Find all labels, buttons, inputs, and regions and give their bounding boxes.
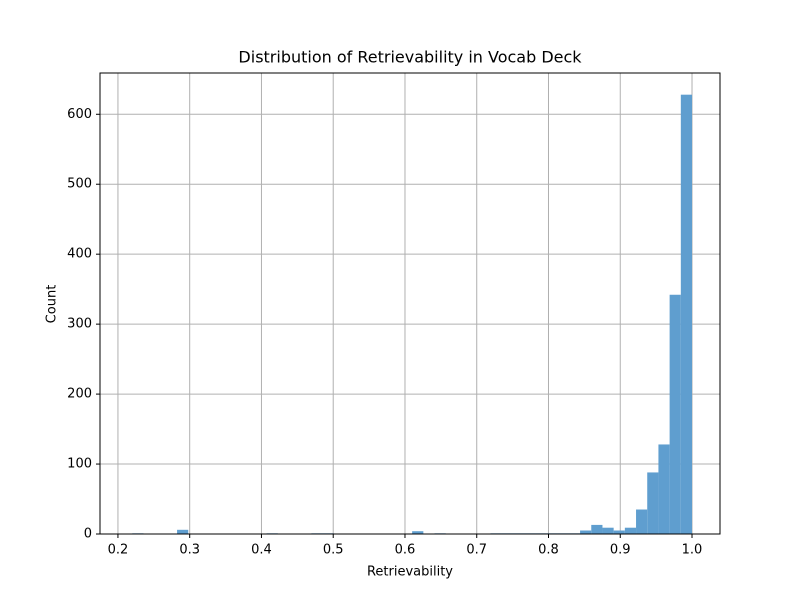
grid	[100, 73, 720, 535]
bar	[647, 472, 659, 534]
bar	[177, 529, 189, 534]
x-tick-label: 1.0	[682, 543, 703, 558]
bar	[412, 531, 424, 534]
bar	[669, 294, 681, 534]
y-tick-label: 100	[67, 457, 92, 472]
y-axis-label: Count	[45, 285, 60, 324]
bar	[680, 94, 693, 535]
x-tick-label: 0.3	[179, 543, 200, 558]
y-tick-label: 200	[67, 387, 92, 402]
bar	[624, 527, 637, 534]
bar	[602, 527, 614, 534]
x-tick-label: 0.6	[395, 543, 416, 558]
bar	[580, 530, 592, 534]
x-tick-label: 0.7	[466, 543, 487, 558]
x-tick-label: 0.2	[108, 543, 129, 558]
y-tick-label: 400	[67, 247, 92, 262]
y-tick-label: 600	[67, 107, 92, 122]
x-tick-label: 0.4	[251, 543, 272, 558]
bar	[658, 444, 670, 534]
y-tick-label: 0	[84, 527, 92, 542]
bar	[591, 524, 603, 534]
y-tick-label: 300	[67, 317, 92, 332]
bar	[613, 530, 625, 534]
bars	[132, 94, 693, 535]
chart-title: Distribution of Retrievability in Vocab …	[238, 48, 582, 67]
plot-frame	[99, 72, 721, 535]
x-axis-label: Retrievability	[367, 565, 453, 580]
x-tick-label: 0.5	[323, 543, 344, 558]
x-tick-label: 0.8	[538, 543, 559, 558]
x-tick-label: 0.9	[610, 543, 631, 558]
bar	[636, 509, 648, 534]
y-tick-label: 500	[67, 177, 92, 192]
